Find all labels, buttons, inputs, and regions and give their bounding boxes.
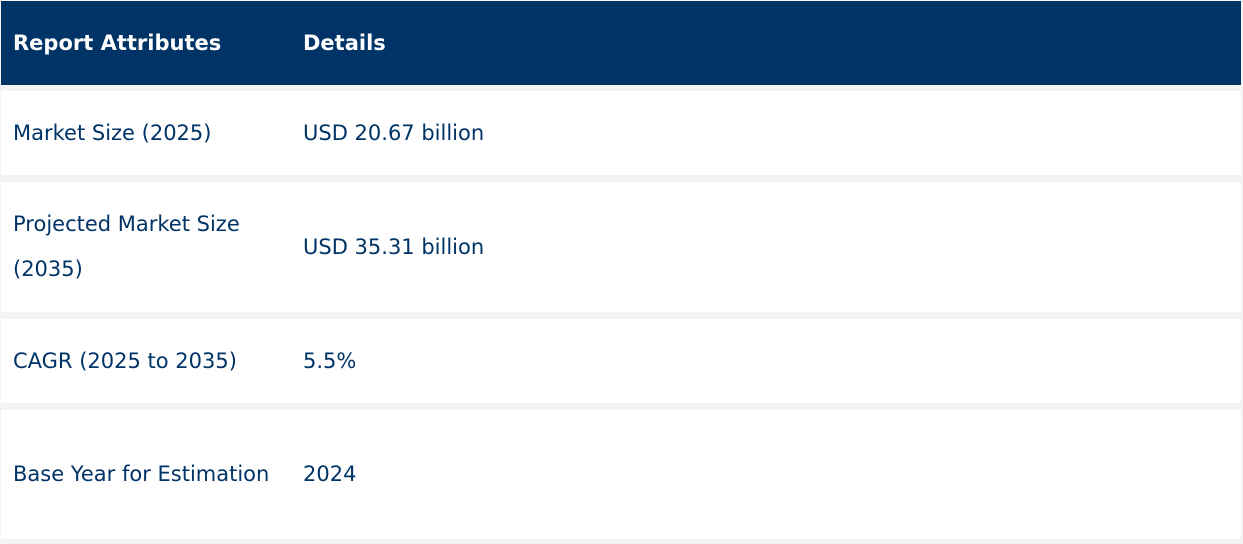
attribute-cell: Base Year for Estimation [13, 462, 270, 486]
attribute-cell: Market Size (2025) [13, 120, 212, 145]
attribute-cell: CAGR (2025 to 2035) [13, 348, 237, 373]
details-cell: USD 20.67 billion [303, 120, 485, 145]
header-cell-details: Details [303, 31, 386, 55]
table-row: CAGR (2025 to 2035) 5.5% [1, 319, 1241, 403]
details-cell: 2024 [303, 462, 357, 486]
details-cell: USD 35.31 billion [303, 234, 485, 259]
table-header-row: Report Attributes Details [1, 1, 1241, 85]
table-row: Market Size (2025) USD 20.67 billion [1, 91, 1241, 175]
table-row: Projected Market Size (2035) USD 35.31 b… [1, 182, 1241, 312]
attribute-cell: Projected Market Size (2035) [13, 212, 240, 281]
table-row: Base Year for Estimation 2024 [1, 410, 1241, 539]
details-cell: 5.5% [303, 348, 357, 373]
header-cell-report-attributes: Report Attributes [13, 31, 222, 55]
